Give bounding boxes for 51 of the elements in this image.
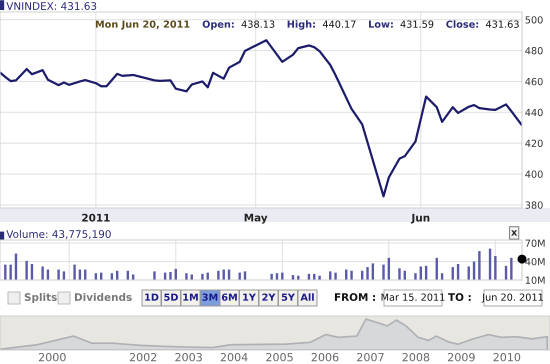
x-tick-label: 2000 — [38, 352, 66, 362]
text: x — [511, 230, 518, 236]
annotation: 438.13 — [242, 20, 274, 28]
x-tick-label: 2011 — [82, 214, 110, 222]
x-tick-label: 2006 — [312, 352, 338, 362]
text: 1M — [183, 294, 198, 301]
x-tick-label: 2007 — [357, 352, 384, 362]
text: 6M — [222, 293, 237, 301]
y-tick-label: 380 — [526, 201, 543, 209]
x-tick-label: 2005 — [266, 352, 293, 362]
y-tick-label: 40M — [525, 258, 545, 266]
y-tick-label: 70M — [526, 240, 545, 247]
chart-title: VNINDEX: 431.63 — [6, 2, 96, 10]
x-tick-label: 2008 — [402, 352, 430, 362]
chart-title: Volume: 43,775,190 — [6, 230, 111, 240]
y-tick-label: 10M — [526, 276, 545, 284]
x-tick-label: May — [244, 214, 268, 224]
line-series — [0, 39, 522, 198]
text: 3M — [202, 293, 218, 301]
text: 5D — [164, 294, 178, 301]
y-tick-label: 420 — [525, 140, 543, 148]
annotation: Mon Jun 20, 2011 — [96, 20, 190, 30]
annotation: 431.59 — [400, 20, 434, 28]
y-tick-label: 480 — [525, 47, 543, 54]
y-tick-label: 460 — [525, 78, 543, 86]
annotation: Open: — [202, 20, 234, 30]
text: Mar 15. 2011 — [382, 293, 444, 301]
x-tick-label: 2009 — [448, 352, 475, 362]
text: FROM : — [334, 293, 375, 302]
y-tick-label: 400 — [525, 170, 543, 178]
annotation: 431.63 — [486, 20, 519, 28]
text: 1Y — [243, 294, 256, 301]
x-tick-label: 2004 — [220, 352, 248, 362]
x-tick-label: Jun — [410, 214, 430, 224]
y-tick-label: 440 — [525, 108, 543, 116]
annotation: Close: — [446, 20, 478, 28]
text: 1D — [145, 294, 158, 301]
y-tick-label: 500 — [526, 16, 543, 24]
x-tick-label: 2003 — [175, 352, 202, 362]
text: Splits — [24, 292, 57, 304]
annotation: 440.17 — [322, 20, 356, 28]
text: All — [300, 293, 314, 301]
x-tick-label: 2010 — [493, 352, 520, 362]
text: 2Y — [262, 293, 276, 301]
annotation: Low: — [369, 20, 393, 28]
annotation: High: — [288, 20, 315, 30]
x-tick-label: 2002 — [130, 352, 156, 362]
text: TO : — [448, 293, 471, 302]
text: 5Y — [282, 294, 295, 301]
text: Dividends — [74, 292, 132, 302]
text: Jun 20. 2011 — [482, 293, 543, 303]
